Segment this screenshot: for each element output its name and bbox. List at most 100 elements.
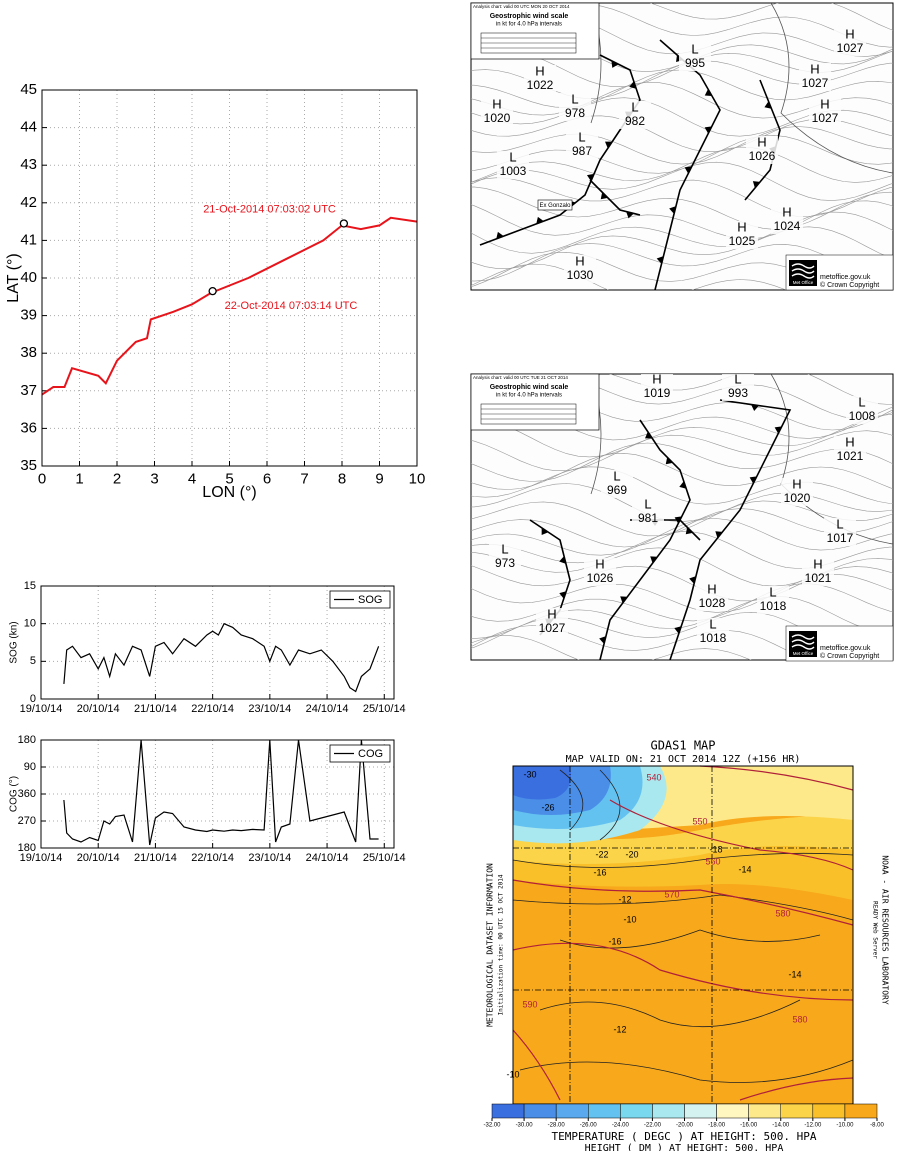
label-bg bbox=[696, 583, 728, 611]
pressure-kind: H bbox=[813, 556, 822, 571]
colorbar-cell bbox=[555, 1103, 589, 1119]
x-tick-label: 3 bbox=[150, 470, 158, 487]
track-marker bbox=[208, 287, 217, 296]
contour-label: -12 bbox=[613, 1024, 626, 1034]
x-tick-label: 23/10/14 bbox=[248, 703, 291, 715]
y-tick-label: 39 bbox=[20, 307, 37, 324]
pressure-value: 1020 bbox=[784, 491, 811, 505]
scale-note: in kt for 4.0 hPa intervals bbox=[496, 22, 562, 28]
pressure-kind: H bbox=[810, 61, 819, 76]
label-bg bbox=[566, 131, 598, 159]
x-tick-label: 21/10/14 bbox=[134, 703, 177, 715]
colorbar-cell bbox=[844, 1103, 878, 1119]
isobar bbox=[471, 211, 893, 254]
pressure-value: 1022 bbox=[527, 78, 554, 92]
x-tick-label: 25/10/14 bbox=[363, 852, 406, 864]
pressure-kind: H bbox=[782, 204, 791, 219]
pressure-value: 1026 bbox=[749, 149, 776, 163]
pressure-value: 987 bbox=[572, 144, 592, 158]
chart: 19/10/14 20/10/14 21/10/14 22/10/14 23/10/14… bbox=[9, 734, 406, 864]
pressure-value: 1027 bbox=[812, 111, 839, 125]
height-contour bbox=[609, 799, 854, 871]
colorbar-label: -26.00 bbox=[580, 1123, 598, 1129]
front-symbol bbox=[669, 206, 676, 214]
logo-wave bbox=[791, 644, 815, 650]
contour bbox=[519, 1059, 854, 1083]
x-tick-label: 23/10/14 bbox=[248, 852, 291, 864]
pressure-kind: H bbox=[845, 434, 854, 449]
pressure-value: 1020 bbox=[484, 111, 511, 125]
label-bg bbox=[632, 498, 664, 526]
gdas-right-title: NOAA - AIR RESOURCES LABORATORY bbox=[881, 855, 890, 1004]
label-bg bbox=[497, 151, 529, 179]
logo-text: Met Office bbox=[793, 651, 814, 656]
front-symbol bbox=[496, 231, 504, 239]
height-contour bbox=[512, 942, 854, 1001]
pressure-kind: H bbox=[845, 26, 854, 41]
gdas-contours bbox=[512, 769, 854, 1083]
map-header: Analysis chart: valid 00 UTC TUE 21 OCT … bbox=[473, 375, 568, 380]
colorbar-label: -30.00 bbox=[516, 1123, 534, 1129]
y-tick-label: 180 bbox=[18, 734, 36, 746]
pressure-value: 995 bbox=[685, 56, 705, 70]
front-symbol bbox=[541, 527, 549, 535]
height-contour bbox=[699, 765, 854, 791]
field-band bbox=[513, 815, 853, 864]
isobar bbox=[471, 583, 893, 622]
gdas-right-note: READY Web Server bbox=[872, 901, 879, 959]
contour-label: -20 bbox=[625, 849, 638, 859]
contour-label: 580 bbox=[792, 1014, 807, 1024]
logo-text: Met Office bbox=[793, 280, 814, 285]
front-symbol bbox=[559, 591, 567, 599]
front bbox=[669, 399, 792, 660]
isobar bbox=[471, 596, 893, 639]
height-contour bbox=[512, 879, 854, 926]
pressure-value: 981 bbox=[638, 511, 658, 525]
isobar bbox=[471, 635, 893, 660]
front-symbol bbox=[620, 596, 628, 604]
pressure-value: 1018 bbox=[700, 631, 727, 645]
y-axis-label: COG (°) bbox=[9, 776, 20, 812]
contour-label: 590 bbox=[522, 999, 537, 1009]
front-symbol bbox=[674, 626, 682, 634]
y-tick-label: 360 bbox=[18, 788, 36, 800]
label-bg bbox=[722, 374, 754, 401]
colorbar-label: -28.00 bbox=[548, 1123, 566, 1129]
contour-label: -30 bbox=[523, 769, 536, 779]
colorbar-cell bbox=[588, 1103, 621, 1119]
pressure-value: 978 bbox=[565, 106, 585, 120]
y-tick-label: 41 bbox=[20, 231, 37, 248]
contour bbox=[559, 929, 821, 949]
y-axis-label: SOG (kn) bbox=[9, 621, 20, 663]
pressure-kind: L bbox=[571, 91, 578, 106]
pressure-value: 1008 bbox=[849, 409, 876, 423]
x-tick-label: 22/10/14 bbox=[191, 852, 234, 864]
pressure-value: 1026 bbox=[587, 571, 614, 585]
logo-wave bbox=[791, 263, 815, 269]
pressure-kind: L bbox=[734, 371, 741, 386]
chart: 0 1 2 3 4 5 6 7 8 9 10353637383940414243444521-Oct… bbox=[5, 81, 425, 501]
logo-wave bbox=[791, 634, 815, 640]
x-tick-label: 2 bbox=[113, 470, 121, 487]
colorbar-cell bbox=[684, 1103, 717, 1119]
contour-label: -10 bbox=[506, 1069, 519, 1079]
label-bg bbox=[489, 543, 521, 571]
x-tick-label: 22/10/14 bbox=[191, 703, 234, 715]
front-symbol bbox=[689, 576, 696, 584]
label-bg bbox=[834, 28, 866, 56]
copyright: © Crown Copyright bbox=[820, 652, 879, 660]
label-bg bbox=[757, 586, 789, 614]
label-bg bbox=[481, 98, 513, 126]
pressure-value: 1027 bbox=[837, 41, 864, 55]
pressure-kind: H bbox=[792, 476, 801, 491]
isobar bbox=[471, 531, 893, 569]
colorbar-cell bbox=[652, 1103, 685, 1119]
pressure-kind: H bbox=[595, 556, 604, 571]
pressure-value: 1018 bbox=[760, 599, 787, 613]
x-tick-label: 5 bbox=[225, 470, 233, 487]
front-symbol bbox=[536, 216, 544, 224]
label-bg bbox=[799, 63, 831, 91]
pressure-value: 1021 bbox=[805, 571, 832, 585]
